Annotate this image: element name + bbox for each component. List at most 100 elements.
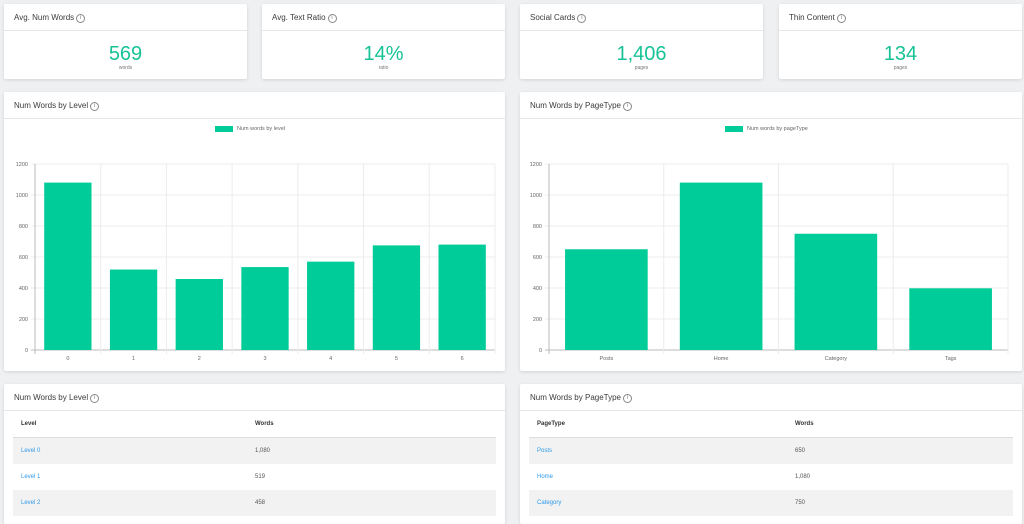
info-icon[interactable]: i: [836, 14, 846, 23]
metric-title: Avg. Text Ratio: [272, 13, 326, 22]
info-icon[interactable]: i: [577, 14, 587, 23]
chart-legend[interactable]: Num words by pageType: [725, 126, 808, 132]
bar-category[interactable]: [794, 233, 878, 350]
chart-card-num-words-by-level: Num Words by Level i Num words by level 0…: [4, 92, 505, 371]
y-tick-label: 1200: [16, 162, 28, 168]
level-table: Level Words Level 0 1,080 Level 1 519 Le…: [13, 411, 496, 516]
pagetype-link[interactable]: Home: [537, 474, 554, 480]
words-cell: 458: [255, 490, 496, 516]
info-icon[interactable]: i: [623, 394, 633, 403]
chart-header: Num Words by PageType i: [520, 92, 1022, 119]
info-icon[interactable]: i: [90, 102, 100, 111]
metric-value: 569: [108, 43, 143, 65]
bar-posts[interactable]: [565, 249, 648, 350]
bar-2[interactable]: [175, 279, 223, 350]
pagetype-link[interactable]: Posts: [537, 448, 553, 454]
legend-swatch: [725, 126, 743, 132]
chart-legend[interactable]: Num words by level: [215, 126, 285, 132]
x-tick-label: 1: [132, 356, 135, 362]
y-tick-label: 1000: [530, 193, 542, 199]
y-tick-label: 800: [19, 224, 28, 230]
x-tick-label: 3: [263, 356, 266, 362]
words-cell: 1,080: [255, 437, 496, 464]
bar-1[interactable]: [109, 269, 158, 350]
table-title: Num Words by PageType: [530, 393, 622, 402]
x-tick-label: Home: [714, 356, 729, 362]
table-header: Num Words by PageType i: [520, 384, 1022, 411]
column-header-level[interactable]: Level: [21, 421, 37, 427]
metric-value: 14%: [363, 43, 404, 65]
legend-label: Num words by level: [237, 126, 285, 132]
bar-home[interactable]: [679, 182, 763, 350]
metric-card-header: Social Cards i: [520, 4, 763, 31]
column-header-pagetype[interactable]: PageType: [537, 421, 565, 427]
y-tick-label: 1200: [530, 162, 542, 168]
bar-5[interactable]: [372, 245, 421, 350]
chart-card-num-words-by-pagetype: Num Words by PageType i Num words by page…: [520, 92, 1022, 371]
bar-4[interactable]: [307, 261, 355, 350]
metric-card-header: Avg. Num Words i: [4, 4, 247, 31]
table-row: Category 750: [529, 490, 1013, 516]
y-tick-label: 0: [25, 348, 28, 354]
table-title: Num Words by Level: [14, 393, 89, 402]
table-header: Num Words by Level i: [4, 384, 505, 411]
info-icon[interactable]: i: [327, 14, 337, 23]
bar-3[interactable]: [241, 267, 289, 350]
metric-title: Social Cards: [530, 13, 576, 22]
words-cell: 1,080: [795, 474, 811, 480]
column-header-words[interactable]: Words: [255, 421, 274, 427]
y-tick-label: 0: [539, 348, 542, 354]
x-tick-label: Posts: [599, 356, 613, 362]
table-card-num-words-by-level: Num Words by Level i Level Words Level 0 …: [4, 384, 505, 524]
y-tick-label: 200: [533, 317, 542, 323]
metric-unit: ratio: [378, 65, 389, 71]
metric-card-thin-content: Thin Content i 134 pages: [779, 4, 1022, 79]
metric-card-avg-num-words: Avg. Num Words i 569 words: [4, 4, 247, 79]
words-cell: 519: [255, 474, 266, 480]
words-cell: 750: [795, 490, 1013, 516]
bar-6[interactable]: [438, 244, 486, 350]
x-tick-label: Tags: [945, 356, 957, 362]
x-tick-label: Category: [825, 356, 848, 362]
pagetype-link[interactable]: Category: [537, 500, 562, 506]
info-icon[interactable]: i: [623, 102, 633, 111]
words-cell: 650: [795, 437, 1013, 464]
x-tick-label: 6: [461, 356, 464, 362]
bar-0[interactable]: [44, 182, 92, 350]
metric-value: 134: [883, 43, 918, 65]
metric-card-header: Avg. Text Ratio i: [262, 4, 505, 31]
bar-tags[interactable]: [909, 288, 992, 350]
table-row: Posts 650: [529, 437, 1013, 464]
chart-header: Num Words by Level i: [4, 92, 505, 119]
info-icon[interactable]: i: [90, 394, 100, 403]
y-tick-label: 400: [533, 286, 542, 292]
y-tick-label: 200: [19, 317, 28, 323]
table-row: Level 2 458: [13, 490, 496, 516]
table-row: Level 1 519: [13, 464, 496, 490]
metric-card-social-cards: Social Cards i 1,406 pages: [520, 4, 763, 79]
y-tick-label: 1000: [16, 193, 28, 199]
x-tick-label: 0: [66, 356, 69, 362]
x-tick-label: 4: [329, 356, 332, 362]
legend-label: Num words by pageType: [747, 126, 808, 132]
y-tick-label: 600: [19, 255, 28, 261]
chart-title: Num Words by PageType: [530, 101, 622, 110]
table-row: Home 1,080: [529, 464, 1013, 490]
level-link[interactable]: Level 2: [21, 500, 41, 506]
metric-unit: pages: [893, 65, 908, 71]
bar-chart-pagetype: 0 200 400 600 800 1000 1200 Posts Home Category Ta…: [530, 162, 1009, 362]
level-link[interactable]: Level 0: [21, 448, 41, 454]
x-tick-label: 2: [198, 356, 201, 362]
chart-title: Num Words by Level: [14, 101, 89, 110]
metric-card-avg-text-ratio: Avg. Text Ratio i 14% ratio: [262, 4, 505, 79]
column-header-words[interactable]: Words: [795, 421, 814, 427]
info-icon[interactable]: i: [76, 14, 86, 23]
metric-title: Thin Content: [789, 13, 835, 22]
x-tick-label: 5: [395, 356, 398, 362]
legend-swatch: [215, 126, 233, 132]
pagetype-table: PageType Words Posts 650 Home 1,080 Cate…: [529, 411, 1013, 516]
metric-value: 1,406: [616, 43, 667, 65]
level-link[interactable]: Level 1: [21, 474, 41, 480]
y-tick-label: 600: [533, 255, 542, 261]
metric-unit: words: [118, 65, 133, 71]
